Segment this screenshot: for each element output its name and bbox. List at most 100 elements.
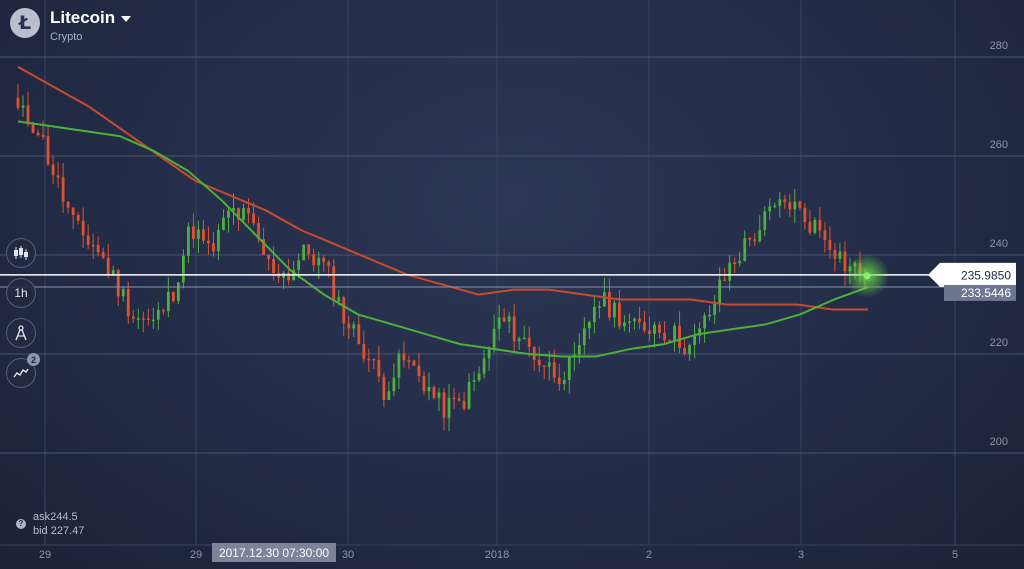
candle-down	[527, 337, 531, 347]
x-tick-label: 30	[342, 549, 354, 561]
litecoin-logo-icon: Ł	[10, 8, 40, 38]
candle-up	[778, 199, 782, 206]
candle-down	[207, 240, 210, 244]
candle-down	[648, 330, 651, 334]
candle-down	[818, 219, 822, 231]
candle-down	[723, 279, 727, 282]
candle-down	[618, 302, 621, 327]
candle-down	[377, 359, 381, 377]
y-tick-label: 200	[990, 436, 1008, 448]
help-icon[interactable]: ?	[16, 519, 26, 529]
indicator-wave-icon	[13, 368, 29, 378]
candle-down	[252, 213, 255, 224]
candle-up	[232, 208, 235, 211]
candle-down	[146, 318, 150, 320]
candle-up	[773, 205, 777, 208]
indicators-button[interactable]: 2	[6, 353, 40, 388]
candle-down	[327, 262, 331, 267]
candle-down	[131, 316, 135, 319]
candle-up	[597, 306, 601, 308]
candle-up	[156, 309, 160, 320]
candle-up	[222, 217, 225, 230]
crosshair-time-box	[212, 543, 336, 562]
candle-up	[297, 260, 301, 270]
candle-up	[708, 314, 712, 317]
candle-down	[668, 340, 671, 342]
candle-down	[643, 322, 646, 331]
candle-down	[432, 387, 436, 398]
candle-up	[718, 279, 722, 304]
candle-up	[582, 328, 586, 346]
candle-down	[212, 243, 215, 252]
candle-up	[547, 362, 551, 367]
candle-down	[537, 359, 541, 366]
candle-up	[467, 381, 471, 409]
candle-up	[673, 325, 676, 342]
candle-up	[743, 238, 747, 261]
candle-down	[733, 262, 737, 265]
y-tick-label: 240	[990, 238, 1008, 250]
candle-down	[663, 332, 666, 341]
candle-down	[141, 318, 145, 320]
candle-down	[46, 136, 50, 165]
candle-down	[106, 257, 110, 275]
candle-up	[838, 251, 842, 259]
x-tick-label: 29	[39, 549, 51, 561]
ask-value: 244.5	[50, 511, 78, 523]
candle-down	[41, 135, 45, 137]
candle-down	[683, 347, 686, 355]
compass-icon	[15, 325, 27, 341]
bid-value: 227.47	[50, 525, 85, 537]
candle-down	[161, 309, 165, 312]
candle-up	[698, 328, 702, 336]
candle-up	[522, 337, 526, 340]
candle-up	[337, 297, 341, 302]
x-tick-label: 3	[798, 549, 804, 561]
candle-down	[788, 202, 792, 210]
ask-row: ask244.5	[16, 510, 84, 524]
chart-type-button[interactable]	[6, 238, 36, 268]
candle-up	[302, 244, 306, 261]
asset-selector[interactable]: Litecoin	[50, 8, 132, 28]
candle-down	[76, 215, 80, 221]
candle-up	[392, 377, 396, 392]
moving-average-fast-line	[17, 120, 869, 358]
ma-value-tag-label: 233.5446	[961, 286, 1011, 300]
timeframe-button[interactable]: 1h	[6, 278, 36, 308]
ask-label: ask	[33, 511, 51, 523]
candle-up	[21, 105, 25, 108]
candle-down	[31, 124, 35, 133]
y-tick-label: 260	[990, 139, 1008, 151]
candle-up	[562, 379, 566, 384]
candle-down	[26, 105, 30, 125]
candle-up	[352, 324, 356, 329]
drawing-tools-button[interactable]	[6, 318, 36, 348]
candle-up	[397, 353, 401, 378]
candle-down	[16, 97, 20, 108]
candle-down	[607, 292, 611, 318]
candle-down	[542, 365, 546, 367]
candle-up	[572, 354, 576, 357]
candle-up	[813, 219, 817, 233]
candle-up	[136, 318, 140, 320]
candle-down	[192, 226, 195, 239]
candle-up	[151, 319, 155, 322]
x-tick-label: 2018	[485, 549, 509, 561]
candle-down	[61, 177, 65, 202]
candle-up	[763, 211, 767, 230]
candle-up	[587, 322, 591, 329]
candle-up	[713, 303, 717, 315]
asset-name: Litecoin	[50, 8, 116, 27]
candle-up	[592, 306, 596, 323]
candle-up	[758, 229, 762, 242]
candle-up	[217, 229, 220, 252]
candle-down	[798, 201, 802, 208]
candle-down	[272, 259, 276, 274]
candle-down	[257, 223, 260, 240]
candle-up	[653, 324, 656, 334]
candle-down	[843, 251, 847, 272]
candle-down	[347, 323, 351, 329]
candles-icon	[14, 246, 28, 260]
candle-down	[502, 317, 506, 322]
